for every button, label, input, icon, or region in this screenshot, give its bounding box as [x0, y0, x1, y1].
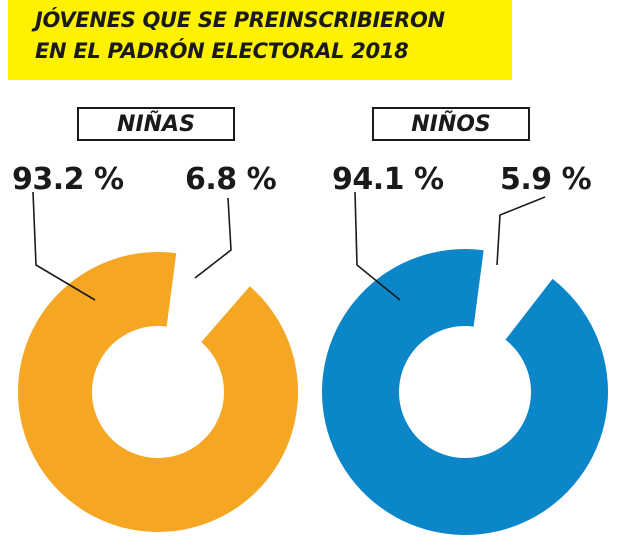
ninos-minor-slice [478, 252, 544, 337]
ninas-minor-slice [171, 255, 242, 339]
ninos-major-slice [322, 248, 608, 535]
ninas-major-slice [18, 252, 299, 532]
chart-title-line-2: EN EL PADRÓN ELECTORAL 2018 [35, 39, 409, 63]
ninas-major-pct-label: 93.2 % [12, 162, 124, 197]
ninas-minor-pct-label: 6.8 % [185, 162, 277, 197]
ninas-minor-leader-line [194, 197, 232, 279]
ninas-chart-label: NIÑAS [77, 107, 235, 141]
ninos-donut [322, 248, 608, 535]
ninos-minor-pct-label: 5.9 % [500, 162, 592, 197]
chart-title-line-1: JÓVENES QUE SE PREINSCRIBIERON [35, 8, 445, 32]
ninas-major-leader-line [32, 191, 96, 301]
ninas-donut [18, 252, 299, 532]
title-banner: JÓVENES QUE SE PREINSCRIBIERON EN EL PAD… [8, 0, 512, 80]
ninos-minor-leader-line [496, 196, 546, 266]
ninos-major-pct-label: 94.1 % [332, 162, 444, 197]
ninos-chart-label: NIÑOS [372, 107, 530, 141]
ninos-major-leader-line [354, 191, 401, 301]
